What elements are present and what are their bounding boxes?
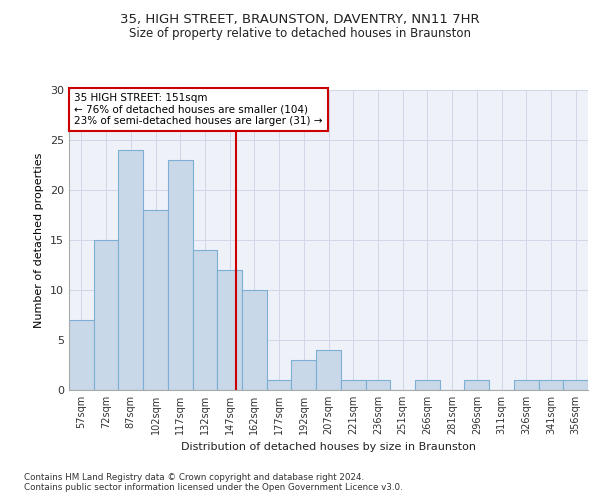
- Y-axis label: Number of detached properties: Number of detached properties: [34, 152, 44, 328]
- Bar: [168, 160, 193, 390]
- Text: 35, HIGH STREET, BRAUNSTON, DAVENTRY, NN11 7HR: 35, HIGH STREET, BRAUNSTON, DAVENTRY, NN…: [120, 12, 480, 26]
- Text: Contains HM Land Registry data © Crown copyright and database right 2024.
Contai: Contains HM Land Registry data © Crown c…: [24, 472, 403, 492]
- Bar: [94, 240, 118, 390]
- Bar: [143, 210, 168, 390]
- Bar: [217, 270, 242, 390]
- Bar: [242, 290, 267, 390]
- Text: Distribution of detached houses by size in Braunston: Distribution of detached houses by size …: [181, 442, 476, 452]
- Bar: [464, 380, 489, 390]
- Bar: [341, 380, 365, 390]
- Bar: [539, 380, 563, 390]
- Text: Size of property relative to detached houses in Braunston: Size of property relative to detached ho…: [129, 28, 471, 40]
- Bar: [69, 320, 94, 390]
- Bar: [563, 380, 588, 390]
- Bar: [316, 350, 341, 390]
- Bar: [292, 360, 316, 390]
- Bar: [514, 380, 539, 390]
- Text: 35 HIGH STREET: 151sqm
← 76% of detached houses are smaller (104)
23% of semi-de: 35 HIGH STREET: 151sqm ← 76% of detached…: [74, 93, 323, 126]
- Bar: [415, 380, 440, 390]
- Bar: [118, 150, 143, 390]
- Bar: [193, 250, 217, 390]
- Bar: [365, 380, 390, 390]
- Bar: [267, 380, 292, 390]
